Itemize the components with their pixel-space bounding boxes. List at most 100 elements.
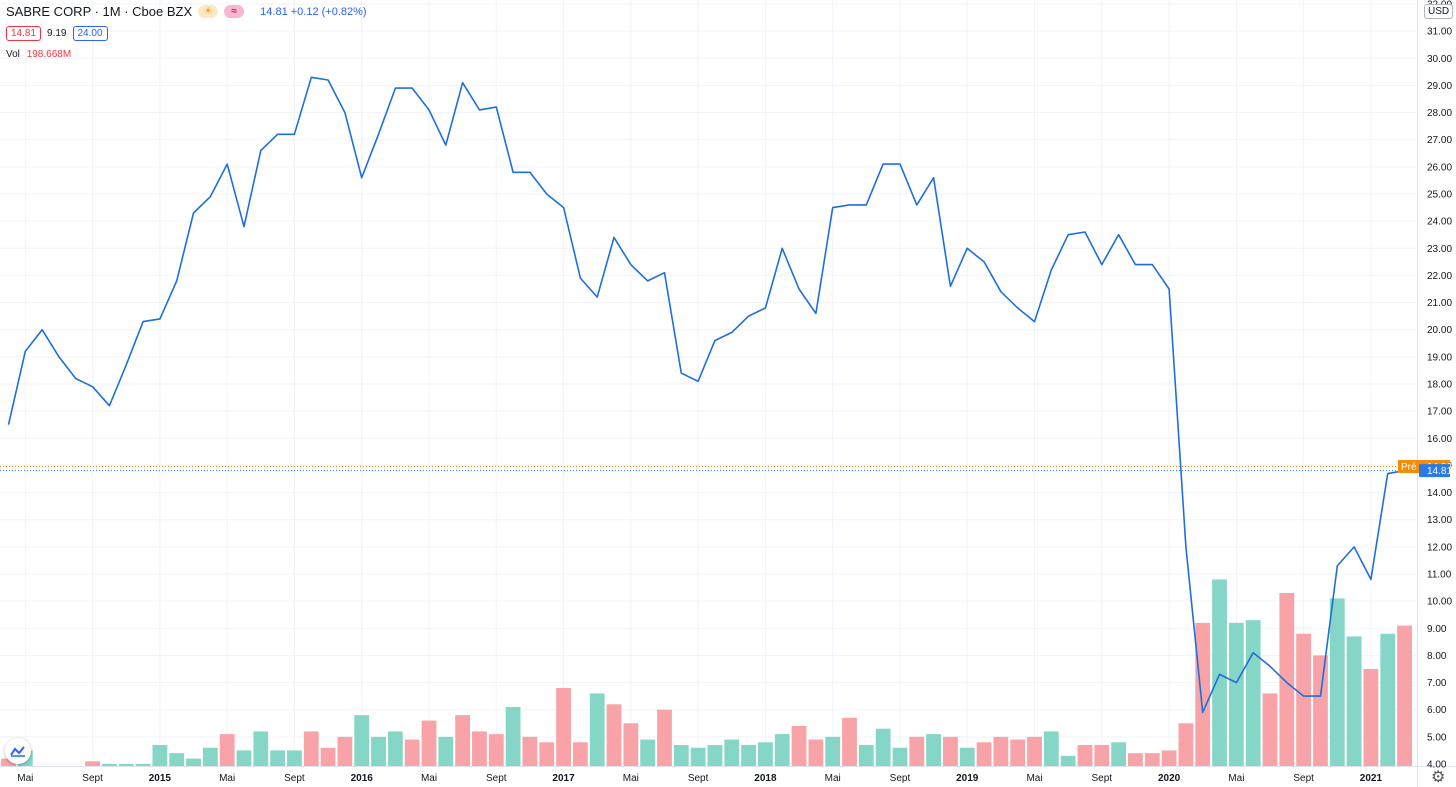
volume-bar (926, 734, 941, 766)
y-tick-label: 30.00 (1427, 54, 1452, 65)
x-tick-label: Sept (82, 773, 103, 784)
y-tick-label: 22.00 (1427, 271, 1452, 282)
volume-bar (1363, 669, 1379, 766)
y-tick-label: 9.00 (1427, 624, 1447, 635)
y-tick-label: 6.00 (1427, 705, 1447, 716)
y-tick-label: 17.00 (1427, 407, 1452, 418)
volume-bar (102, 764, 117, 766)
x-tick-label: Sept (1293, 773, 1314, 784)
volume-bar (1094, 745, 1110, 766)
volume-bar (589, 693, 605, 766)
volume-bar (707, 745, 723, 766)
volume-bar (438, 736, 454, 766)
chart-legend: SABRE CORP · 1M · Cboe BZX ☀ ≈ 14.81 +0.… (6, 4, 367, 19)
volume-bar (976, 742, 992, 766)
volume-bar (337, 736, 353, 766)
volume-bar (202, 747, 218, 766)
x-tick-label: Mai (1228, 773, 1244, 784)
x-tick-label: Sept (284, 773, 305, 784)
volume-bar (236, 750, 252, 766)
volume-bar (1380, 633, 1396, 766)
volume-bar (1144, 753, 1160, 766)
y-tick-label: 23.00 (1427, 244, 1452, 255)
volume-bar (808, 739, 824, 766)
volume-bar (539, 742, 555, 766)
x-tick-label: 2021 (1360, 773, 1383, 784)
volume-bar (1027, 736, 1042, 766)
indicator-value-3: 24.00 (72, 26, 108, 41)
last-price-value: 14.81 (1427, 466, 1452, 477)
pre-market-label: Pré (1401, 462, 1417, 473)
y-tick-label: 11.00 (1427, 570, 1452, 581)
volume-bar (875, 728, 891, 766)
volume-bar (791, 726, 807, 766)
volume-bar (404, 739, 420, 766)
y-tick-label: 5.00 (1427, 732, 1447, 743)
y-tick-label: 4.00 (1427, 760, 1447, 771)
y-tick-label: 31.00 (1427, 27, 1452, 38)
volume-bar (1212, 579, 1227, 766)
volume-bar (152, 745, 168, 766)
price-line (7, 76, 1405, 714)
volume-bar (387, 731, 403, 766)
volume-bar (1296, 633, 1312, 766)
volume-bar (741, 745, 756, 766)
volume-bar (758, 742, 773, 766)
y-tick-label: 27.00 (1427, 135, 1452, 146)
volume-bar (1195, 622, 1211, 766)
volume-bar (219, 734, 235, 766)
volume-bar (455, 715, 471, 766)
x-tick-label: Mai (623, 773, 639, 784)
x-tick-label: Mai (17, 773, 33, 784)
currency-button[interactable]: USD (1424, 4, 1454, 19)
settings-gear-icon[interactable]: ⚙ (1431, 769, 1446, 786)
volume-bar (993, 736, 1009, 766)
x-tick-label: 2016 (351, 773, 374, 784)
volume-bar (1329, 598, 1345, 766)
volume-bar (488, 734, 504, 766)
indicator-row: 14.81 9.19 24.00 (6, 26, 108, 41)
volume-bar (1346, 636, 1362, 766)
volume-bar (1161, 750, 1177, 766)
volume-value: 198.668M (26, 49, 72, 60)
volume-bar (1043, 731, 1059, 766)
x-tick-label: Sept (890, 773, 911, 784)
price-change: 14.81 +0.12 (+0.82%) (260, 5, 367, 18)
volume-bar (303, 731, 319, 766)
x-tick-label: Sept (688, 773, 709, 784)
x-tick-label: 2020 (1158, 773, 1181, 784)
volume-bar (724, 739, 740, 766)
volume-bar (1111, 742, 1127, 766)
volume-bar (253, 731, 269, 766)
y-tick-label: 21.00 (1427, 298, 1452, 309)
volume-bar (1178, 723, 1194, 766)
x-tick-label: Sept (1092, 773, 1113, 784)
x-tick-label: Mai (421, 773, 437, 784)
volume-bar (640, 739, 656, 766)
volume-bar (270, 750, 286, 766)
volume-bar (1128, 753, 1143, 766)
volume-bar (1010, 739, 1026, 766)
volume-bar (169, 753, 185, 766)
y-tick-label: 14.00 (1427, 488, 1452, 499)
market-hours-icon[interactable]: ☀ (198, 5, 219, 18)
x-tick-label: Sept (486, 773, 507, 784)
symbol-title[interactable]: SABRE CORP · 1M · Cboe BZX (6, 4, 193, 19)
volume-bar (1262, 693, 1278, 766)
volume-bar (556, 688, 571, 766)
volume-legend: Vol 198.668M (6, 49, 71, 60)
delayed-data-icon[interactable]: ≈ (224, 5, 245, 18)
volume-bar (959, 747, 975, 766)
tradingview-logo-icon[interactable] (5, 738, 31, 764)
volume-label: Vol (6, 49, 20, 60)
indicator-value-2: 9.19 (47, 28, 67, 39)
y-tick-label: 8.00 (1427, 651, 1447, 662)
y-tick-label: 13.00 (1427, 515, 1452, 526)
volume-bar (1228, 622, 1244, 766)
volume-bar (421, 720, 437, 766)
y-tick-label: 12.00 (1427, 542, 1452, 553)
x-tick-label: Mai (219, 773, 235, 784)
volume-bar (657, 709, 672, 766)
volume-bar (690, 747, 706, 766)
